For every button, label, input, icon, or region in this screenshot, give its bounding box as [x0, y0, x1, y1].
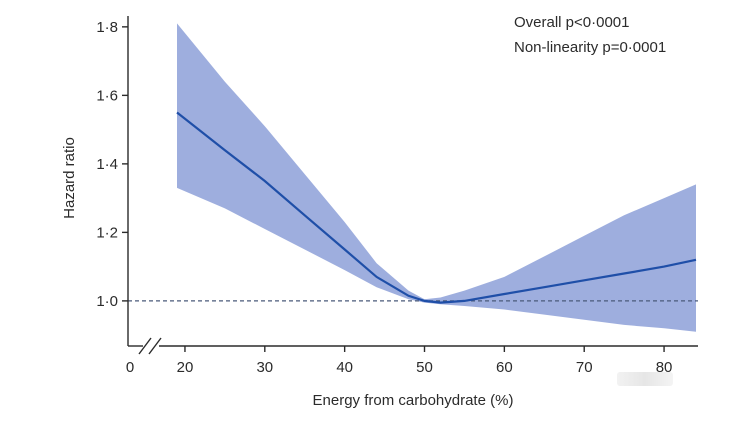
y-tick-label: 1·0	[96, 293, 118, 310]
x-tick-label: 30	[256, 359, 273, 376]
x-tick-label: 70	[576, 359, 593, 376]
y-tick-label: 1·6	[96, 87, 118, 104]
x-tick-label: 0	[126, 359, 134, 376]
y-tick-label: 1·8	[96, 19, 118, 36]
x-tick-label: 50	[416, 359, 433, 376]
y-axis-label: Hazard ratio	[61, 137, 78, 219]
x-tick-label: 20	[177, 359, 194, 376]
y-tick-label: 1·4	[96, 156, 118, 173]
annotation-nonlinearity-p: Non-linearity p=0·0001	[514, 39, 666, 56]
series-line	[176, 111, 697, 304]
ticks-layer: 1·0 1·2 1·4 1·6 1·8 0 20 30 40 50 60 70 80	[96, 19, 672, 376]
x-tick-label: 80	[656, 359, 673, 376]
axis-break-mark-left	[138, 337, 152, 355]
watermark-blur	[617, 372, 673, 386]
confidence-band-layer	[177, 23, 696, 332]
axes-layer	[127, 16, 698, 355]
annotation-overall-p: Overall p<0·0001	[514, 14, 630, 31]
x-axis-label: Energy from carbohydrate (%)	[313, 392, 514, 409]
confidence-band	[177, 23, 696, 332]
x-tick-label: 60	[496, 359, 513, 376]
y-tick-label: 1·2	[96, 224, 118, 241]
x-tick-label: 40	[336, 359, 353, 376]
axis-break-mark-right	[148, 337, 162, 355]
series-line-layer	[176, 111, 697, 304]
